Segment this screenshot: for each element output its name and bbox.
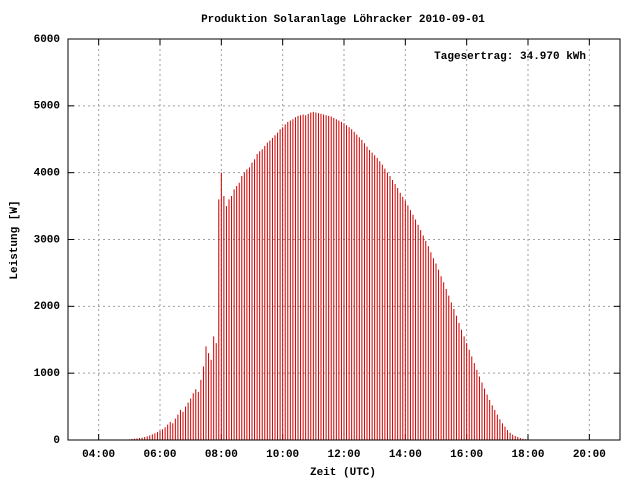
x-tick-label: 10:00 bbox=[266, 449, 299, 461]
y-tick-label: 0 bbox=[53, 435, 60, 447]
chart-title: Produktion Solaranlage Löhracker 2010-09… bbox=[201, 14, 485, 26]
x-axis-label: Zeit (UTC) bbox=[310, 467, 376, 479]
x-tick-label: 14:00 bbox=[389, 449, 422, 461]
x-tick-label: 08:00 bbox=[205, 449, 238, 461]
x-tick-label: 04:00 bbox=[82, 449, 115, 461]
x-tick-label: 20:00 bbox=[573, 449, 606, 461]
x-tick-label: 18:00 bbox=[511, 449, 544, 461]
x-tick-label: 06:00 bbox=[143, 449, 176, 461]
y-tick-label: 2000 bbox=[34, 301, 60, 313]
x-tick-label: 12:00 bbox=[327, 449, 360, 461]
y-tick-label: 6000 bbox=[34, 34, 60, 46]
y-axis-label: Leistung [W] bbox=[9, 200, 21, 279]
y-tick-label: 4000 bbox=[34, 168, 60, 180]
annotation: Tagesertrag: 34.970 kWh bbox=[434, 51, 586, 63]
plot-border bbox=[67, 38, 621, 441]
x-tick-label: 16:00 bbox=[450, 449, 483, 461]
y-tick-label: 3000 bbox=[34, 234, 60, 246]
y-tick-label: 1000 bbox=[34, 368, 60, 380]
y-tick-label: 5000 bbox=[34, 101, 60, 113]
